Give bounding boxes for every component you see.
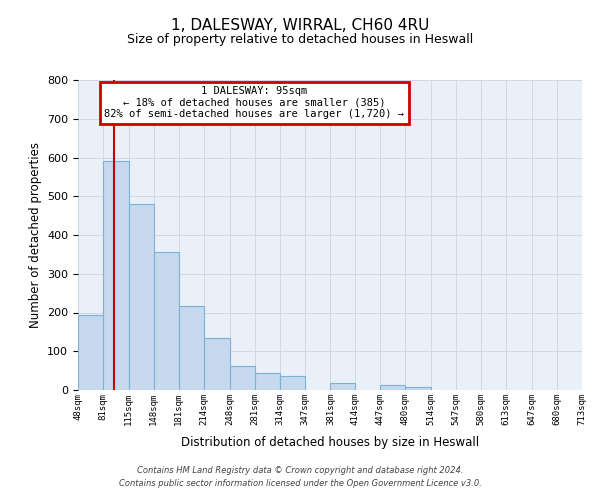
Text: Size of property relative to detached houses in Heswall: Size of property relative to detached ho… xyxy=(127,32,473,46)
Bar xyxy=(280,376,305,390)
Text: 1, DALESWAY, WIRRAL, CH60 4RU: 1, DALESWAY, WIRRAL, CH60 4RU xyxy=(171,18,429,32)
Bar xyxy=(154,252,179,390)
Y-axis label: Number of detached properties: Number of detached properties xyxy=(29,142,41,328)
Text: 1 DALESWAY: 95sqm
← 18% of detached houses are smaller (385)
82% of semi-detache: 1 DALESWAY: 95sqm ← 18% of detached hous… xyxy=(104,86,404,120)
Bar xyxy=(230,366,254,390)
Bar xyxy=(179,306,204,390)
Bar xyxy=(204,338,230,390)
Bar xyxy=(78,315,103,390)
X-axis label: Distribution of detached houses by size in Heswall: Distribution of detached houses by size … xyxy=(181,436,479,449)
Bar xyxy=(254,373,280,390)
Bar xyxy=(103,162,129,390)
Bar xyxy=(129,204,154,390)
Bar xyxy=(331,383,355,390)
Text: Contains HM Land Registry data © Crown copyright and database right 2024.
Contai: Contains HM Land Registry data © Crown c… xyxy=(119,466,481,487)
Bar xyxy=(380,385,406,390)
Bar xyxy=(406,387,431,390)
